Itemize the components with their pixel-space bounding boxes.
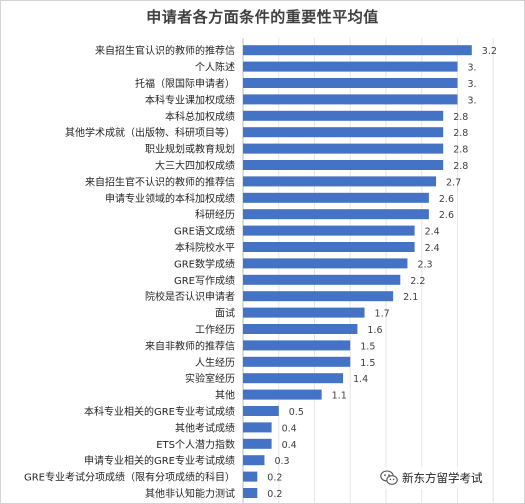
data-label: 2.4 [425, 227, 440, 238]
category-label: 人生经历 [195, 356, 235, 369]
data-label: 2.6 [439, 194, 454, 205]
category-label: 其他 [215, 389, 235, 402]
data-label: 3. [468, 79, 477, 90]
data-label: 0.2 [267, 473, 282, 484]
data-label: 3.2 [482, 46, 497, 57]
bar [243, 340, 351, 351]
bar [243, 176, 437, 187]
category-label: 其他学术成就（出版物、科研项目等） [65, 126, 235, 139]
bar [243, 274, 401, 285]
bar [243, 110, 444, 121]
category-label: 来自招生官认识的教师的推荐信 [95, 44, 235, 57]
bar [243, 373, 344, 384]
data-label: 2.3 [417, 259, 432, 270]
bar [243, 471, 258, 482]
bar [243, 291, 394, 302]
category-label: GRE数学成绩 [174, 257, 235, 270]
bar [243, 94, 458, 105]
data-label: 1.5 [360, 341, 375, 352]
bar [243, 324, 358, 334]
category-label: GRE专业考试分项成绩（限有分项成绩的科目） [24, 471, 235, 484]
data-label: 0.3 [274, 456, 289, 467]
category-label: 个人陈述 [195, 61, 235, 74]
data-label: 1.1 [332, 391, 347, 402]
bar [243, 307, 365, 318]
category-label: 大三大四加权成绩 [155, 159, 235, 172]
bar [243, 455, 265, 466]
category-label: 本科专业课加权成绩 [145, 93, 235, 106]
bar [243, 143, 444, 154]
bar [243, 45, 472, 56]
bar [243, 225, 415, 236]
bar [243, 209, 429, 220]
bar [243, 389, 322, 400]
category-label: 科研经历 [195, 208, 235, 221]
data-label: 2.1 [403, 292, 418, 303]
bar [243, 61, 458, 72]
data-label: 2.4 [425, 243, 440, 254]
data-label: 1.5 [360, 358, 375, 369]
category-label: 来自招生官不认识的教师的推荐信 [85, 175, 235, 188]
data-label: 1.6 [367, 325, 382, 336]
data-label: 0.4 [282, 440, 297, 451]
bar [243, 422, 272, 433]
bar [243, 160, 444, 170]
wechat-icon [380, 470, 398, 485]
bar [243, 127, 444, 138]
data-label: 3. [468, 63, 477, 74]
category-label: 院校是否认识申请者 [145, 290, 235, 303]
bar [243, 192, 429, 203]
category-label: 托福（限国际申请者） [135, 77, 235, 90]
data-label: 2.7 [446, 177, 461, 188]
category-label: GRE语文成绩 [174, 225, 235, 238]
category-label: 申请专业相关的GRE专业考试成绩 [84, 454, 235, 467]
category-label: 实验室经历 [185, 372, 235, 385]
category-label: 其他非认知能力测试 [145, 487, 235, 500]
data-label: 3. [468, 95, 477, 106]
data-label: 2.6 [439, 210, 454, 221]
category-label: 本科总加权成绩 [165, 110, 235, 123]
category-label: 职业规划或教育规划 [145, 143, 235, 156]
category-label: 面试 [215, 307, 235, 320]
category-label: 其他考试成绩 [175, 421, 235, 434]
data-label: 2.2 [410, 276, 425, 287]
bar [243, 258, 408, 269]
data-label: 0.5 [289, 407, 304, 418]
data-label: 2.8 [453, 112, 468, 123]
bar [243, 356, 351, 367]
watermark: 新东方留学考试 [380, 467, 483, 489]
data-label: 1.7 [375, 309, 390, 320]
bar [243, 488, 258, 498]
data-label: 2.8 [453, 161, 468, 172]
category-label: GRE写作成绩 [174, 274, 235, 287]
category-label: 本科院校水平 [175, 241, 235, 254]
data-label: 0.2 [267, 489, 282, 500]
category-label: 申请专业领域的本科加权成绩 [105, 192, 235, 205]
category-label: 工作经历 [195, 323, 235, 336]
data-label: 2.8 [453, 128, 468, 139]
data-label: 2.8 [453, 145, 468, 156]
bar [243, 438, 272, 449]
data-label: 1.4 [353, 374, 368, 385]
watermark-text: 新东方留学考试 [402, 471, 483, 485]
category-label: 本科专业相关的GRE专业考试成绩 [84, 405, 235, 418]
data-label: 0.4 [282, 423, 297, 434]
bar [243, 242, 415, 252]
bar [243, 406, 279, 416]
bar [243, 78, 458, 88]
category-label: 来自非教师的推荐信 [145, 339, 235, 352]
chart-title: 申请者各方面条件的重要性平均值 [146, 8, 379, 26]
category-label: ETS个人潜力指数 [156, 438, 235, 451]
